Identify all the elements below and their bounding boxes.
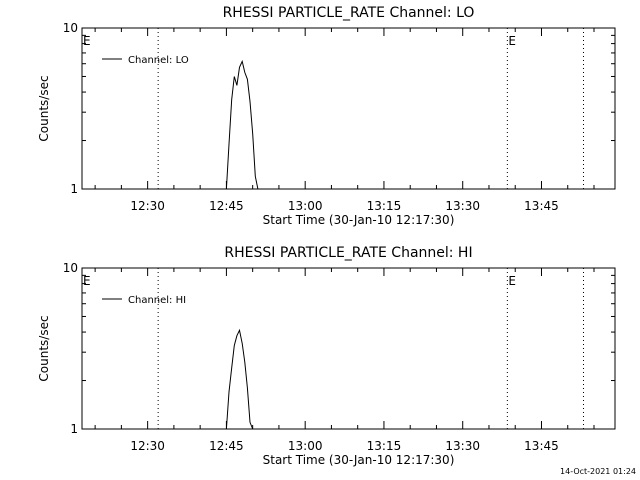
plot-frame [81,27,616,190]
legend-label: Channel: HI [128,295,186,306]
y-tick-label: 10 [63,261,78,275]
series-line [225,328,254,430]
legend-label: Channel: LO [128,55,189,66]
y-tick-label: 1 [70,182,78,196]
x-tick-label: 12:30 [130,439,165,453]
y-tick-label: 1 [70,422,78,436]
x-tick-label: 13:00 [288,439,323,453]
series-line [225,59,259,190]
timestamp-label: 14-Oct-2021 01:24 [560,467,636,476]
x-tick-label: 13:30 [445,439,480,453]
x-tick-label: 12:30 [130,199,165,213]
chart-title: RHESSI PARTICLE_RATE Channel: LO [223,5,475,21]
panel-hi: RHESSI PARTICLE_RATE Channel: HI 1 10 Count… [37,245,616,467]
y-axis-label: Counts/sec [37,315,51,381]
x-tick-label: 12:45 [209,199,244,213]
x-tick-label: 12:45 [209,439,244,453]
x-axis-label: Start Time (30-Jan-10 12:17:30) [263,213,455,227]
plot-frame [81,267,616,430]
chart-title: RHESSI PARTICLE_RATE Channel: HI [224,245,472,261]
event-marker-label: E [508,274,516,288]
event-marker-label: E [508,34,516,48]
x-tick-label: 13:45 [524,439,559,453]
start-marker-label: E [83,34,91,48]
start-marker-label: E [83,274,91,288]
x-tick-label: 13:45 [524,199,559,213]
y-axis-label: Counts/sec [37,75,51,141]
x-axis-label: Start Time (30-Jan-10 12:17:30) [263,453,455,467]
x-tick-label: 13:15 [367,199,402,213]
x-tick-label: 13:00 [288,199,323,213]
panel-lo: RHESSI PARTICLE_RATE Channel: LO 1 10 Count… [37,5,616,227]
y-tick-label: 10 [63,21,78,35]
x-tick-label: 13:30 [445,199,480,213]
x-tick-label: 13:15 [367,439,402,453]
